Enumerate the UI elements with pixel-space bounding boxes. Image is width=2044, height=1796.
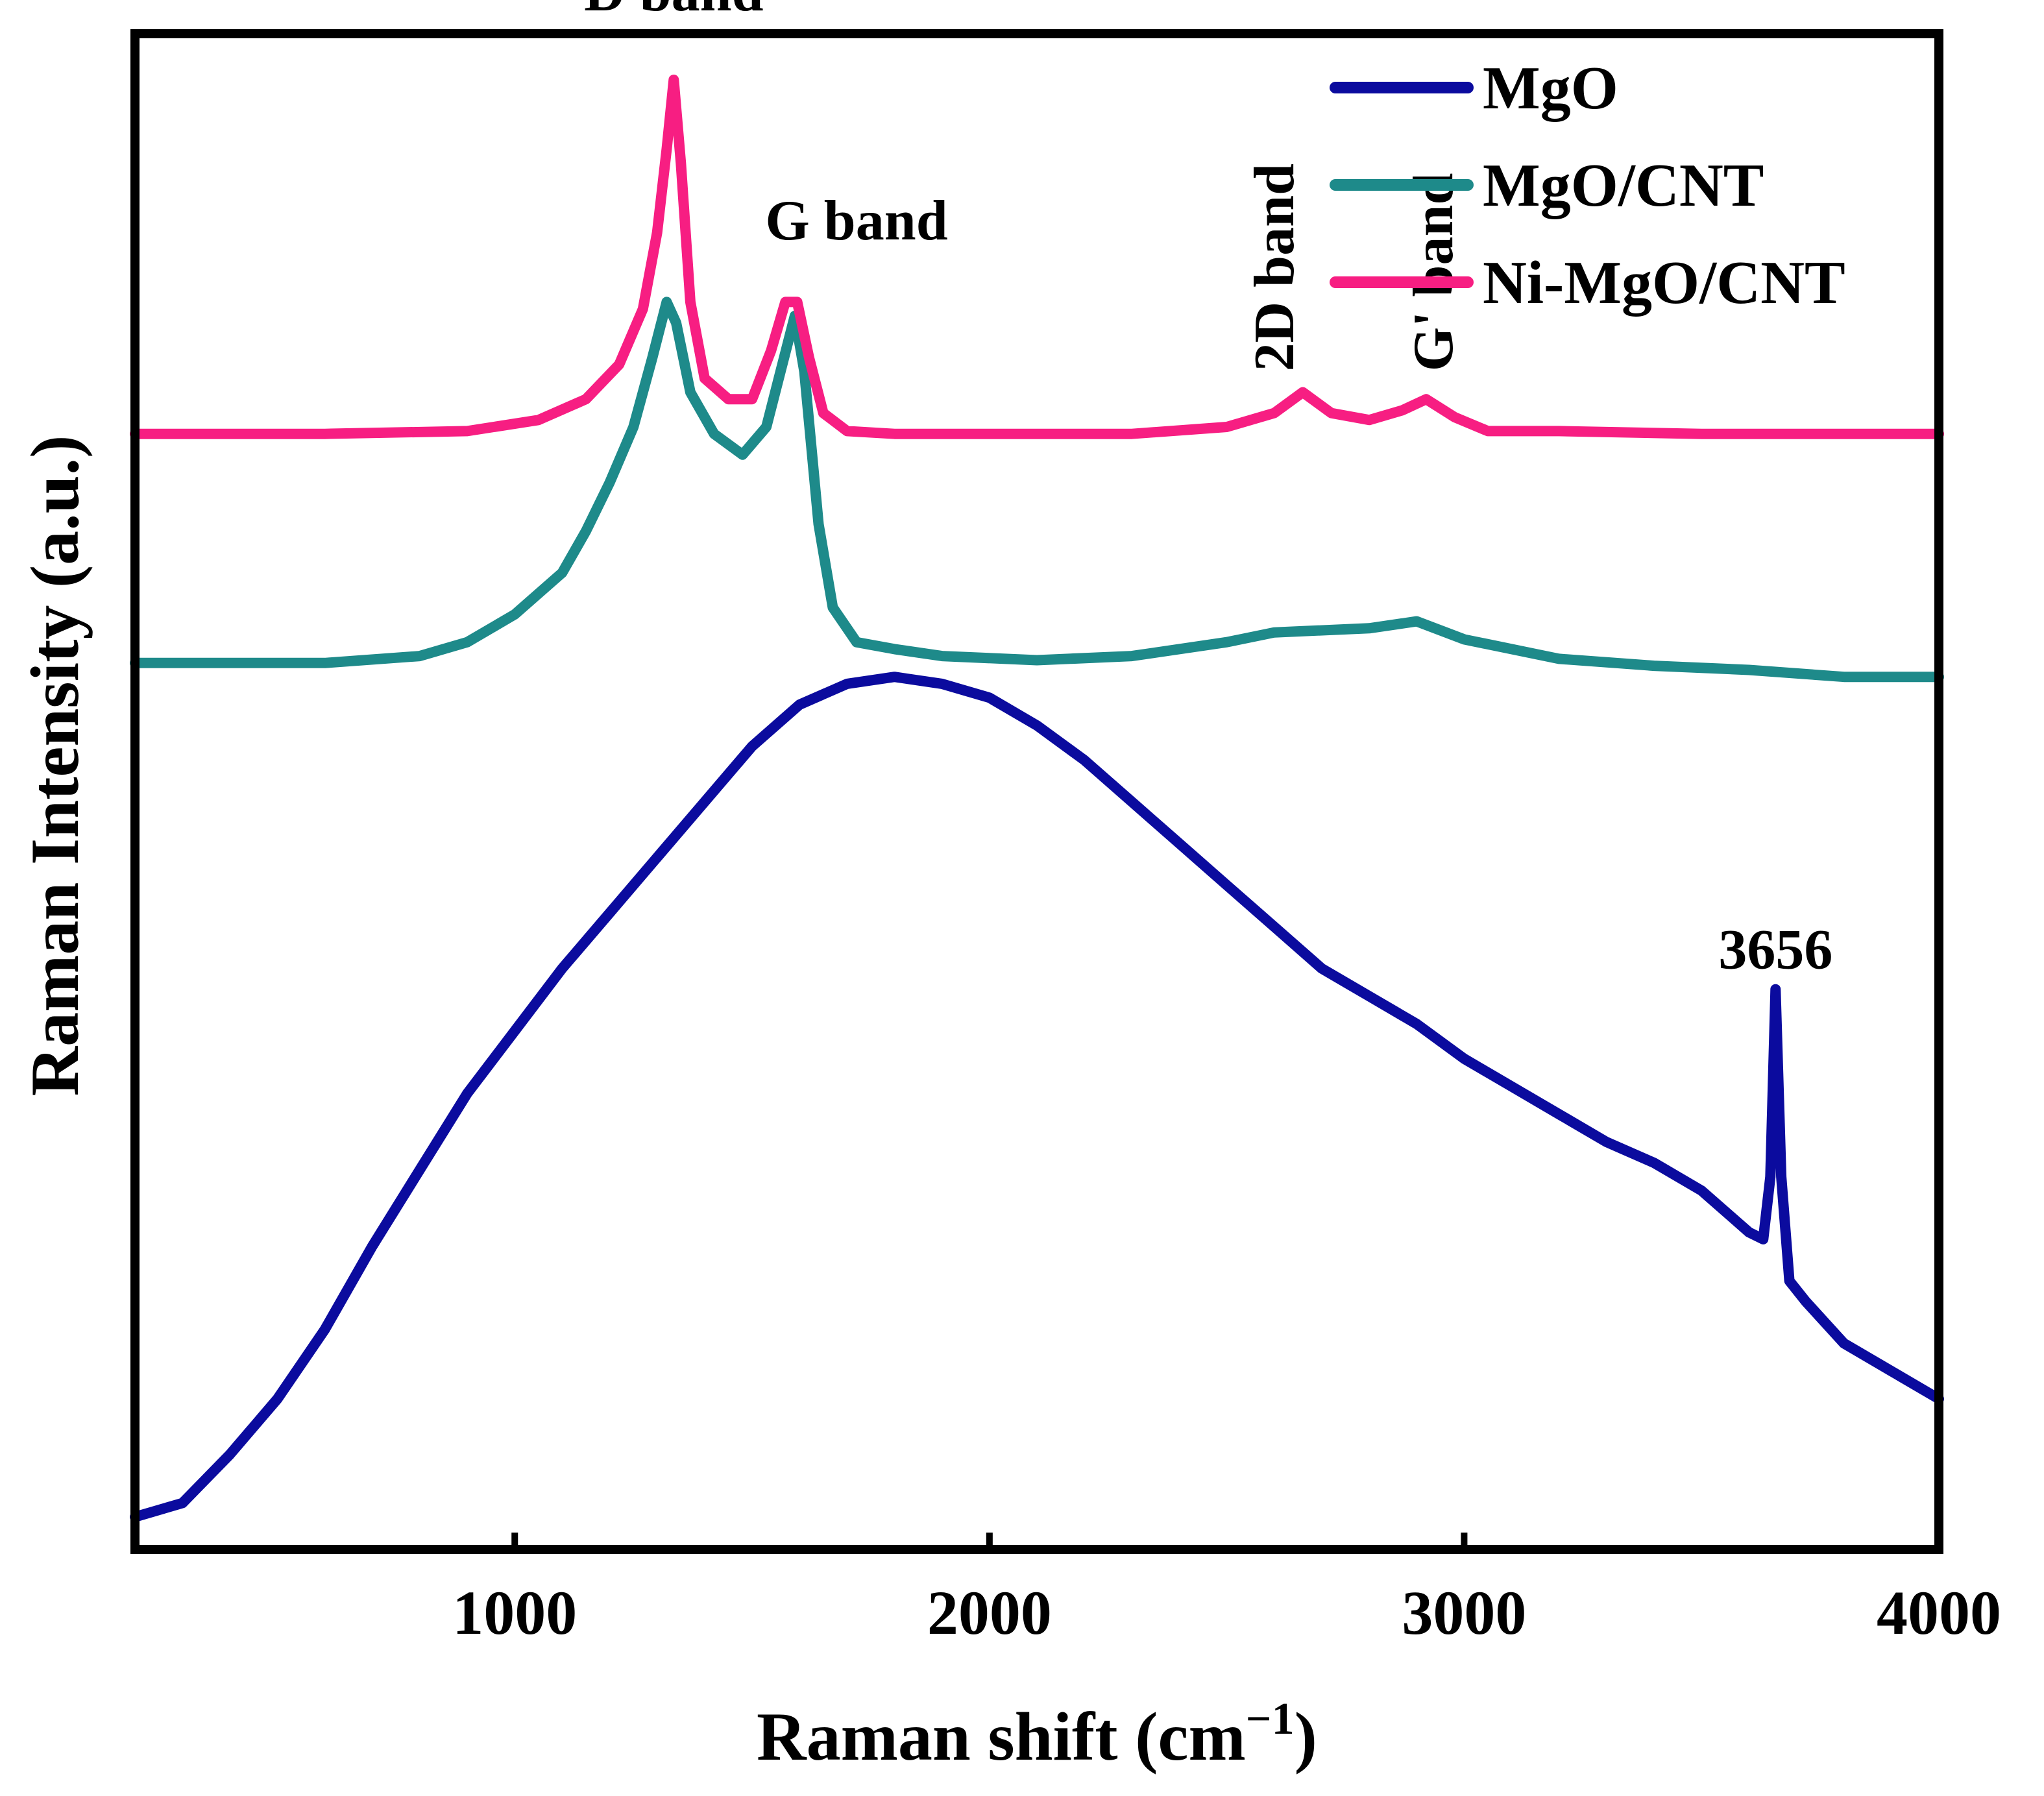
series-line-ni-mgo-cnt — [130, 75, 1944, 439]
annotation-2d-band: 2D band — [1243, 164, 1306, 371]
x-axis: 1000 2000 3000 4000 — [452, 1533, 2001, 1647]
legend-label-mgo-cnt: MgO/CNT — [1483, 152, 1764, 219]
annotation-3656: 3656 — [1718, 919, 1832, 982]
annotation-layer: D band G band 2D band G' band 3656 — [584, 0, 1832, 982]
x-axis-title: Raman shift (cm−1) — [757, 1694, 1317, 1775]
series-line-mgo-cnt — [130, 297, 1944, 683]
x-tick-label-3000: 3000 — [1402, 1578, 1526, 1647]
legend: MgO MgO/CNT Ni-MgO/CNT — [1330, 55, 1845, 317]
legend-label-mgo: MgO — [1483, 55, 1618, 122]
x-axis-title-superscript: −1 — [1246, 1694, 1295, 1744]
annotation-d-band: D band — [584, 0, 763, 23]
annotation-g-band: G' band — [1402, 173, 1465, 372]
x-axis-title-close: ) — [1295, 1699, 1317, 1775]
series-line-mgo — [130, 672, 1944, 1522]
x-tick-label-2000: 2000 — [927, 1578, 1052, 1647]
plot-frame — [130, 29, 1943, 1554]
x-tick-label-1000: 1000 — [452, 1578, 577, 1647]
x-axis-title-main: Raman shift (cm — [757, 1699, 1246, 1775]
y-axis-title: Raman Intensity (a.u.) — [17, 435, 93, 1097]
x-tick-label-4000: 4000 — [1877, 1578, 2001, 1647]
legend-label-ni-mgo-cnt: Ni-MgO/CNT — [1483, 249, 1845, 317]
series-layer — [130, 75, 1944, 1522]
annotation-g-band: G band — [765, 189, 947, 252]
